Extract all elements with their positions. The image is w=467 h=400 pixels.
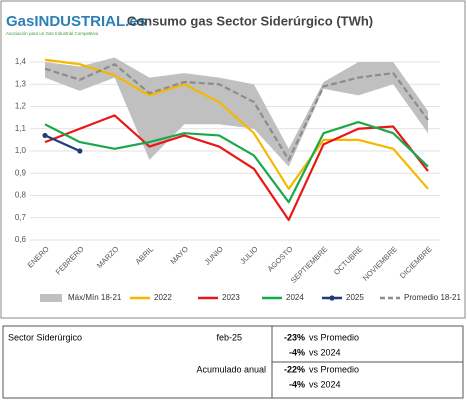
- table-period: feb-25: [216, 332, 242, 342]
- chart-frame: [0, 0, 466, 319]
- y-tick-label: 0,9: [15, 168, 27, 177]
- legend-label: Promedio 18-21: [404, 293, 461, 302]
- y-tick-label: 1,3: [15, 79, 27, 88]
- table-ref: vs Promedio: [309, 364, 359, 374]
- y-tick-label: 1,2: [15, 102, 27, 111]
- table-ref: vs Promedio: [309, 332, 359, 342]
- series-line: [44, 120, 429, 204]
- table-value: -23%: [284, 332, 305, 342]
- series-line: [44, 114, 429, 222]
- table-value: -22%: [284, 364, 305, 374]
- table-sector: Sector Siderúrgico: [8, 332, 82, 342]
- y-tick-label: 1,1: [15, 124, 27, 133]
- series-line: [44, 63, 429, 161]
- series-line: [44, 134, 81, 153]
- logo-name: GasINDUSTRIAL.es: [6, 13, 146, 30]
- legend-label: 2022: [154, 293, 172, 302]
- y-tick-label: 0,7: [15, 213, 27, 222]
- logo-tagline: Asociación para un Gas Industrial Compet…: [6, 31, 99, 36]
- legend-label: 2025: [346, 293, 364, 302]
- legend-swatch: [329, 295, 335, 301]
- series-point: [42, 132, 48, 139]
- y-tick-label: 1,0: [15, 146, 27, 155]
- table-period: Acumulado anual: [196, 364, 266, 374]
- series-point: [77, 148, 83, 154]
- y-tick-label: 0,8: [15, 191, 27, 200]
- table-value: -4%: [289, 347, 305, 357]
- chart-title: Consumo gas Sector Siderúrgico (TWh): [127, 13, 373, 28]
- table-ref: vs 2024: [309, 347, 341, 357]
- legend-label: 2023: [222, 293, 240, 302]
- table-ref: vs 2024: [309, 379, 341, 389]
- legend-label: 2024: [286, 293, 304, 302]
- legend-swatch: [40, 294, 62, 302]
- y-tick-label: 1,4: [15, 57, 27, 66]
- y-tick-label: 0,6: [15, 235, 27, 244]
- series-line: [44, 58, 429, 190]
- legend-label: Máx/Mín 18-21: [68, 293, 122, 302]
- table-value: -4%: [289, 379, 305, 389]
